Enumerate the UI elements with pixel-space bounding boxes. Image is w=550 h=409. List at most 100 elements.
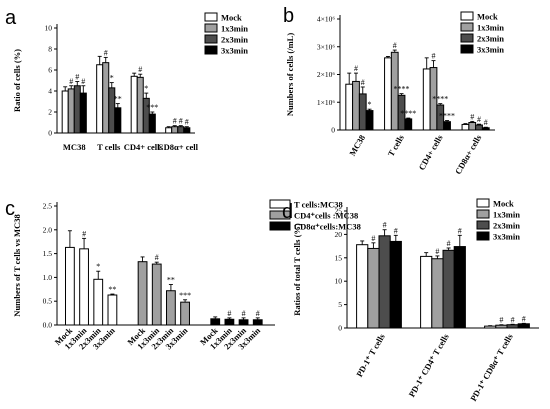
legend-swatch [476, 231, 490, 241]
legend-swatch [204, 34, 218, 44]
bar [93, 278, 104, 326]
significance-annotation: # [155, 253, 159, 262]
legend-swatch [204, 45, 218, 55]
significance-annotation: * [96, 262, 100, 271]
legend-label: 2x3min [477, 34, 504, 44]
significance-annotation: # [511, 315, 515, 324]
bar [365, 110, 374, 131]
legend-swatch [269, 210, 291, 220]
y-tick-label: 0 [48, 129, 52, 138]
y-tick-label: 3×10⁶ [317, 42, 335, 51]
significance-annotation: **** [439, 112, 455, 121]
significance-annotation: # [499, 316, 503, 325]
y-tick-label: 15 [335, 253, 343, 262]
significance-annotation: **** [400, 109, 416, 118]
bar [67, 88, 75, 134]
legend-label: 1x3min [477, 23, 504, 33]
y-tick-label: 25 [335, 207, 343, 216]
significance-annotation: *** [179, 291, 191, 300]
panel-label: d [282, 201, 293, 223]
significance-annotation: * [110, 74, 114, 83]
legend-swatch [204, 23, 218, 33]
bar [442, 249, 455, 329]
bar [495, 324, 508, 329]
legend-swatch [269, 199, 291, 209]
significance-annotation: # [477, 115, 481, 124]
significance-annotation: # [75, 73, 79, 82]
category-label: MC38 [347, 133, 367, 158]
bar [345, 83, 354, 131]
y-axis-label: Ratios of total T cells (%) [292, 223, 302, 316]
category-label: PD-1⁺ CD8α⁺ T cells [468, 331, 515, 403]
bar [378, 235, 391, 329]
legend-label: 1x3min [493, 210, 520, 220]
legend-label: 3x3min [493, 232, 520, 242]
significance-annotation: # [470, 112, 474, 121]
significance-annotation: # [138, 65, 142, 74]
significance-annotation: *** [146, 103, 158, 112]
bar [137, 261, 148, 326]
bar [517, 323, 530, 329]
bar [443, 121, 451, 131]
legend-label: CD8α⁺cells:MC38 [294, 222, 361, 232]
legend-label: CD4⁺cells :MC38 [294, 211, 358, 221]
y-tick-label: 4 [48, 87, 52, 96]
significance-annotation: # [431, 52, 435, 61]
significance-annotation: # [227, 309, 231, 318]
legend-label: Mock [221, 13, 242, 23]
bar [177, 126, 185, 134]
significance-annotation: # [383, 221, 387, 230]
significance-annotation: # [179, 117, 183, 126]
category-label: T cells [97, 142, 121, 152]
bar [130, 75, 138, 134]
y-tick-label: 0 [331, 126, 335, 135]
significance-annotation: # [458, 226, 462, 235]
category-label: PD-1⁺ CD4⁺ T cells [406, 331, 451, 398]
category-label: CD8α+ cell [157, 142, 198, 152]
bar [114, 107, 122, 134]
y-axis-label: Numbers of T cells vs MC38 [12, 214, 22, 316]
bar [422, 68, 431, 131]
bar [73, 85, 81, 134]
legend-label: 2x3min [493, 221, 520, 231]
y-tick-label: 1.5 [43, 249, 53, 258]
legend-label: 3x3min [477, 45, 504, 55]
legend-swatch [476, 198, 490, 208]
legend-swatch [476, 220, 490, 230]
bar [79, 92, 87, 134]
category-label: CD4+ cells [124, 142, 164, 152]
bar [404, 118, 413, 131]
bar [151, 263, 162, 326]
significance-annotation: # [82, 229, 86, 238]
bar [367, 247, 380, 329]
chart-panel-c: c 0.0 0.5 1.0 1.5 2.0 2.5 Numbers of T cells vs… [5, 198, 361, 351]
category-label: PD-1⁺ T cells [354, 331, 387, 378]
chart-panel-b: b 0 1×10⁶ 2×10⁶ 3×10⁶ 4×10⁶ Numbers of cells (… [283, 5, 504, 176]
significance-annotation: # [484, 118, 488, 127]
y-tick-label: 8 [48, 45, 52, 54]
bar [224, 318, 235, 326]
significance-annotation: # [394, 226, 398, 235]
bar [102, 62, 110, 134]
legend-label: Mock [477, 12, 498, 22]
category-label: T cells [386, 132, 407, 158]
category-label: MC38 [63, 142, 86, 152]
bar [389, 240, 402, 329]
legend-swatch [460, 33, 474, 43]
y-tick-label: 0.5 [43, 297, 53, 306]
significance-annotation: **** [394, 85, 410, 94]
bar [352, 80, 360, 131]
significance-annotation: * [368, 100, 372, 109]
category-label: CD4+ cells [416, 132, 445, 171]
bar [468, 122, 477, 131]
legend-swatch [460, 11, 474, 21]
significance-annotation: # [185, 118, 189, 127]
significance-annotation: # [354, 64, 358, 73]
legend-label: 2x3min [221, 35, 248, 45]
legend-swatch [204, 12, 218, 22]
significance-annotation: ** [114, 95, 122, 104]
legend-swatch [476, 209, 490, 219]
y-tick-label: 0 [338, 324, 342, 333]
significance-annotation: # [256, 309, 260, 318]
